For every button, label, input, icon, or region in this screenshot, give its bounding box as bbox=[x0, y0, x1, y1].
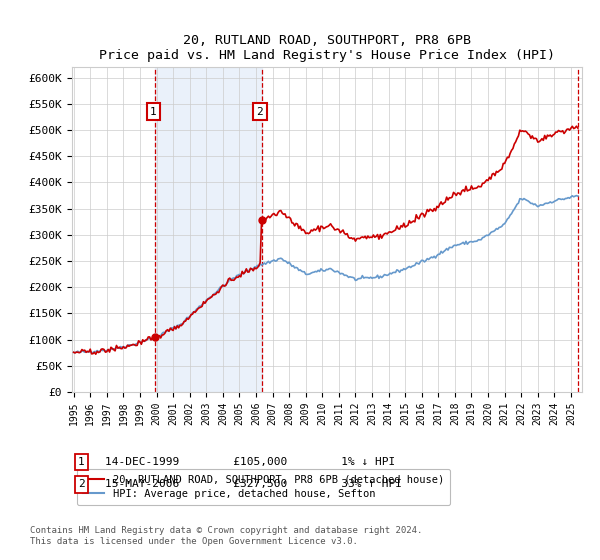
Text: 14-DEC-1999        £105,000        1% ↓ HPI: 14-DEC-1999 £105,000 1% ↓ HPI bbox=[105, 457, 395, 467]
Text: 15-MAY-2006        £327,500        33% ↑ HPI: 15-MAY-2006 £327,500 33% ↑ HPI bbox=[105, 479, 402, 489]
Text: 2: 2 bbox=[256, 107, 263, 116]
Text: 1: 1 bbox=[78, 457, 85, 467]
Text: 1: 1 bbox=[150, 107, 157, 116]
Text: 2: 2 bbox=[78, 479, 85, 489]
Bar bbox=[155, 67, 262, 392]
Legend: 20, RUTLAND ROAD, SOUTHPORT, PR8 6PB (detached house), HPI: Average price, detac: 20, RUTLAND ROAD, SOUTHPORT, PR8 6PB (de… bbox=[77, 469, 450, 505]
Text: Contains HM Land Registry data © Crown copyright and database right 2024.
This d: Contains HM Land Registry data © Crown c… bbox=[30, 526, 422, 546]
Title: 20, RUTLAND ROAD, SOUTHPORT, PR8 6PB
Price paid vs. HM Land Registry's House Pri: 20, RUTLAND ROAD, SOUTHPORT, PR8 6PB Pri… bbox=[99, 34, 555, 62]
